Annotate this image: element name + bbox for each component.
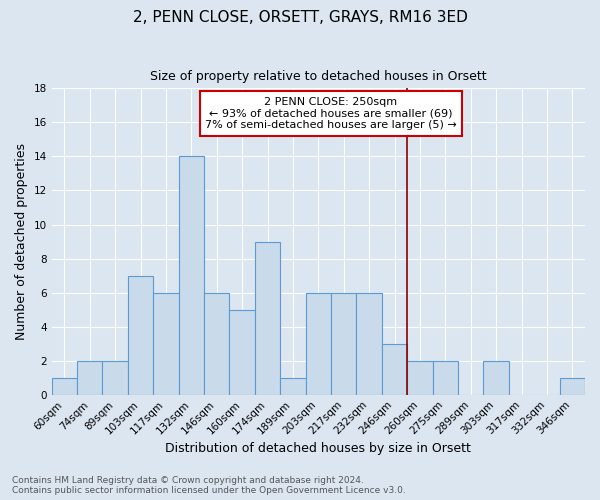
Bar (356, 292, 382, 394)
Bar (433, 360, 458, 394)
Bar (280, 378, 305, 394)
Bar (255, 242, 280, 394)
Bar (305, 292, 331, 394)
Bar (382, 344, 407, 394)
Text: Contains HM Land Registry data © Crown copyright and database right 2024.
Contai: Contains HM Land Registry data © Crown c… (12, 476, 406, 495)
Text: 2, PENN CLOSE, ORSETT, GRAYS, RM16 3ED: 2, PENN CLOSE, ORSETT, GRAYS, RM16 3ED (133, 10, 467, 25)
Bar (484, 360, 509, 394)
Bar (103, 360, 128, 394)
Bar (204, 292, 229, 394)
Bar (52, 378, 77, 394)
Bar (407, 360, 433, 394)
Bar (560, 378, 585, 394)
Bar (179, 156, 204, 394)
Bar (153, 292, 179, 394)
Title: Size of property relative to detached houses in Orsett: Size of property relative to detached ho… (150, 70, 487, 83)
Bar (229, 310, 255, 394)
Bar (331, 292, 356, 394)
Bar (128, 276, 153, 394)
Text: 2 PENN CLOSE: 250sqm
← 93% of detached houses are smaller (69)
7% of semi-detach: 2 PENN CLOSE: 250sqm ← 93% of detached h… (205, 97, 457, 130)
X-axis label: Distribution of detached houses by size in Orsett: Distribution of detached houses by size … (166, 442, 471, 455)
Bar (77, 360, 103, 394)
Y-axis label: Number of detached properties: Number of detached properties (15, 143, 28, 340)
